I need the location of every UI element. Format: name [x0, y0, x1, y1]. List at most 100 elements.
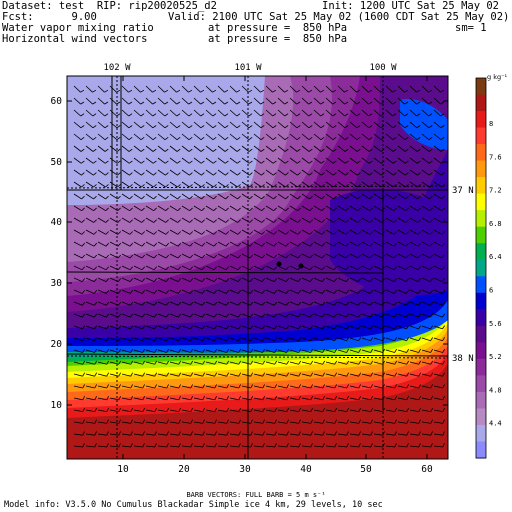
wind-barb — [241, 253, 254, 259]
wind-barb — [145, 133, 157, 141]
wind-barb — [133, 253, 146, 259]
y-tick-label: 20 — [51, 339, 63, 350]
wind-barb — [361, 313, 374, 318]
wind-barb — [205, 265, 218, 271]
wind-barb — [121, 217, 133, 223]
wind-barb — [97, 265, 110, 271]
wind-barb — [169, 396, 181, 401]
wind-barb — [121, 85, 133, 93]
wind-barb — [325, 265, 338, 271]
wind-barb — [385, 360, 398, 365]
wind-barb — [133, 217, 145, 223]
wind-barb — [409, 85, 421, 93]
wind-barb — [229, 157, 241, 164]
wind-barb — [397, 348, 410, 353]
wind-barb — [277, 396, 289, 401]
wind-barb — [301, 145, 313, 152]
wind-barb — [253, 181, 265, 188]
wind-barb — [301, 360, 314, 365]
wind-barb — [433, 372, 446, 377]
wind-barb — [301, 301, 314, 306]
wind-barb — [121, 181, 133, 188]
wind-barb — [313, 145, 325, 152]
wind-barb — [337, 372, 350, 377]
colorbar-swatch — [476, 144, 486, 162]
wind-barb — [121, 443, 133, 448]
wind-barb — [241, 229, 253, 235]
wind-barb — [325, 289, 338, 294]
wind-barb — [205, 360, 218, 365]
wind-barb — [97, 241, 109, 247]
wind-barb — [361, 337, 374, 342]
wind-barb — [385, 109, 397, 117]
wind-barb — [385, 241, 397, 247]
wind-barb — [109, 360, 122, 365]
wind-barb — [265, 325, 278, 330]
wind-barb — [85, 193, 97, 200]
wind-barb — [73, 419, 85, 424]
wind-barb — [421, 384, 433, 389]
wind-barb — [409, 229, 421, 235]
wind-barb — [265, 407, 277, 412]
wind-barb — [421, 372, 434, 377]
wind-barb — [133, 372, 146, 377]
wind-barb — [253, 289, 266, 294]
wind-barb — [325, 109, 337, 117]
wind-barb — [253, 277, 266, 282]
wind-barb — [361, 407, 373, 412]
colorbar-swatch — [476, 243, 486, 261]
wind-barb — [133, 85, 145, 93]
colorbar-label: 5.6 — [489, 320, 502, 328]
wind-barb — [241, 85, 253, 93]
wind-barb — [409, 360, 422, 365]
wind-barb — [361, 372, 374, 377]
longitude-label: 101 W — [234, 63, 262, 73]
wind-barb — [73, 301, 86, 306]
wind-barb — [337, 193, 349, 200]
wind-barb — [289, 205, 301, 212]
wind-barb — [145, 145, 157, 152]
wind-barb — [85, 325, 98, 330]
wind-barb — [97, 193, 109, 200]
wind-barb — [349, 289, 362, 294]
wind-barb — [409, 348, 422, 353]
wind-barb — [121, 241, 133, 247]
wind-barb — [265, 241, 277, 247]
wind-barb — [325, 325, 338, 330]
wind-barb — [301, 337, 314, 342]
barb-vector-note: BARB VECTORS: FULL BARB = 5 m s⁻¹ — [186, 491, 325, 499]
wind-barb — [337, 157, 349, 164]
wind-barb — [349, 241, 361, 247]
wind-barb — [409, 301, 422, 306]
wind-barb — [241, 109, 253, 117]
wind-barb — [277, 205, 289, 212]
y-axis-labels: 60 50 40 30 20 10 — [51, 96, 63, 411]
wind-barb — [241, 265, 254, 271]
wind-barb — [361, 384, 373, 389]
wind-barb — [73, 133, 85, 141]
wind-barb — [181, 384, 193, 389]
wind-barb — [349, 431, 361, 436]
wind-barb — [277, 407, 289, 412]
wind-barb — [313, 384, 325, 389]
wind-barb — [229, 443, 241, 448]
wind-barb — [121, 372, 134, 377]
latitude-label: 38 N — [452, 354, 474, 364]
wind-barb — [265, 121, 277, 129]
wind-barb — [337, 241, 349, 247]
wind-barb — [241, 193, 253, 200]
wind-barb — [217, 109, 229, 117]
wind-barb — [217, 419, 229, 424]
wind-barb — [133, 443, 145, 448]
wind-barb — [157, 419, 169, 424]
wind-barb — [409, 443, 421, 448]
wind-barb — [73, 265, 86, 271]
wind-barb — [253, 313, 266, 318]
wind-barb — [301, 205, 313, 212]
wind-barb — [313, 289, 326, 294]
wind-barb — [421, 97, 433, 105]
wind-barb — [97, 337, 110, 342]
wind-barb — [325, 407, 337, 412]
wind-barb — [361, 443, 373, 448]
wind-barb — [133, 396, 145, 401]
